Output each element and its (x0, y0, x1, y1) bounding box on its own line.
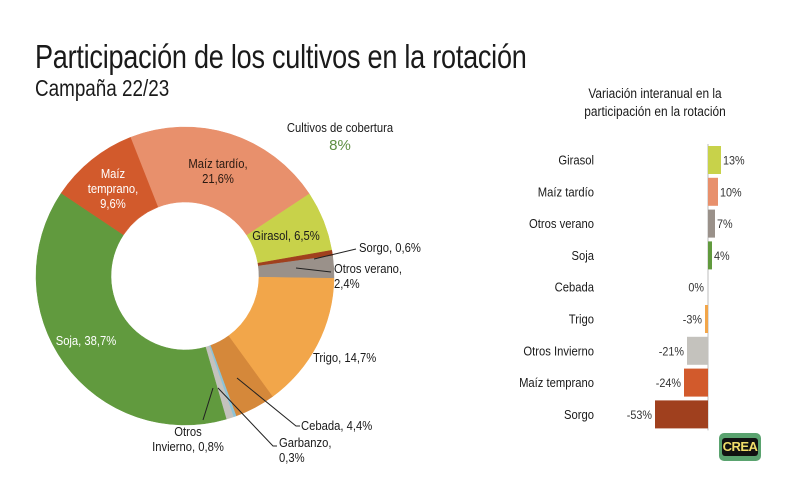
bar-trigo (705, 305, 708, 333)
bar-sorgo (655, 400, 708, 429)
bar-ma-z-tard-o (708, 177, 718, 206)
bar-category-soja: Soja (572, 248, 595, 263)
slice-label-otros-invierno: Invierno, 0,8% (152, 439, 224, 454)
crea-logo: CREA (719, 433, 761, 461)
slice-label-ma-z-temprano: 9,6% (100, 196, 126, 211)
slice-label-otros-verano: 2,4% (334, 276, 360, 291)
leader-line-otros-invierno (202, 387, 214, 421)
crea-logo-text: CREA (722, 438, 758, 456)
slice-label-ma-z-temprano: temprano, (88, 181, 139, 196)
bar-chart-title: Variación interanual en la (588, 85, 722, 101)
bar-category-sorgo: Sorgo (564, 407, 594, 422)
bar-value-otros-verano: 7% (717, 219, 733, 232)
cover-crops-label: Cultivos de cobertura (287, 120, 394, 135)
bar-value-sorgo: -53% (627, 409, 652, 422)
bar-soja (708, 241, 712, 270)
bar-value-trigo: -3% (683, 314, 702, 327)
bar-chart: Variación interanual en la participación … (519, 85, 745, 431)
donut-slice-ma-z-temprano (60, 137, 159, 236)
bar-value-cebada: 0% (688, 282, 704, 295)
bar-value-soja: 4% (714, 250, 730, 263)
bar-category-trigo: Trigo (569, 312, 595, 327)
bar-category-girasol: Girasol (558, 153, 594, 168)
leader-line-otros-verano (295, 267, 332, 273)
bar-otros-invierno (687, 336, 708, 365)
donut-labels: Maíz tardío,21,6% Girasol, 6,5% Sorgo, 0,6… (56, 120, 422, 465)
leader-line-sorgo (313, 248, 357, 260)
bar-value-ma-z-temprano: -24% (656, 378, 681, 391)
donut-slice-ma-z-tard-o (130, 126, 310, 236)
bar-ma-z-temprano (684, 368, 708, 397)
bar-category-ma-z-tard-o: Maíz tardío (538, 185, 595, 200)
slice-label-otros-verano: Otros verano, (334, 261, 402, 276)
page-title-text: Participación de los cultivos en la rota… (35, 38, 527, 75)
page-subtitle-text: Campaña 22/23 (35, 75, 170, 101)
leader-line-cebada (236, 377, 300, 427)
slice-label-ma-z-tard-o: Maíz tardío, (188, 156, 247, 171)
page-subtitle: Campaña 22/23 (35, 75, 199, 102)
slice-label-soja: Soja, 38,7% (56, 333, 117, 348)
slice-label-otros-invierno: Otros (174, 424, 202, 439)
slice-label-garbanzo: Garbanzo, (279, 435, 331, 450)
bar-chart-title: participación en la rotación (584, 103, 725, 119)
slice-label-ma-z-temprano: Maíz (101, 166, 125, 181)
bar-category-cebada: Cebada (555, 280, 595, 295)
bar-category-otros-verano: Otros verano (529, 217, 594, 232)
bar-girasol (708, 146, 721, 174)
bar-category-ma-z-temprano: Maíz temprano (519, 376, 594, 391)
slice-label-ma-z-tard-o: 21,6% (202, 171, 234, 186)
page-title: Participación de los cultivos en la rota… (35, 38, 634, 76)
bar-value-girasol: 13% (723, 155, 745, 168)
bar-category-otros-invierno: Otros Invierno (523, 344, 594, 359)
bar-value-otros-invierno: -21% (659, 346, 684, 359)
bar-value-ma-z-tard-o: 10% (720, 187, 742, 200)
slice-label-garbanzo: 0,3% (279, 450, 305, 465)
slice-label-trigo: Trigo, 14,7% (313, 350, 377, 365)
cover-crops-value: 8% (329, 137, 351, 154)
donut-chart (35, 126, 335, 426)
slice-label-cebada: Cebada, 4,4% (301, 418, 373, 433)
donut-slice-soja (35, 192, 227, 426)
bar-otros-verano (708, 209, 715, 238)
leader-line-garbanzo (217, 387, 277, 447)
slice-label-sorgo: Sorgo, 0,6% (359, 240, 421, 255)
slice-label-girasol: Girasol, 6,5% (252, 228, 320, 243)
